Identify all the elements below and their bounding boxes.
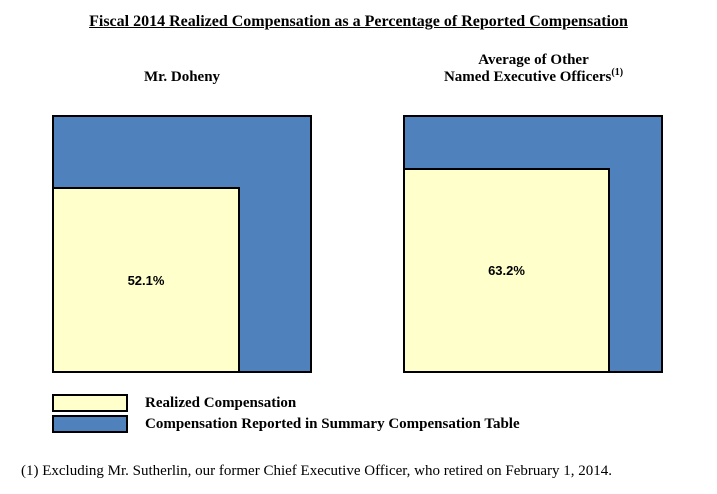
realized-square-doheny: 52.1% [52,187,240,373]
panel-header-neo-line-2: Named Executive Officers(1) [403,67,664,86]
legend-item-reported: Compensation Reported in Summary Compens… [52,415,520,433]
panel-header-doheny: Mr. Doheny [52,52,312,86]
legend-swatch-reported [52,415,128,433]
value-label-neo: 63.2% [488,263,525,278]
reported-square-doheny: 52.1% [52,115,312,373]
legend-label-reported: Compensation Reported in Summary Compens… [145,415,520,432]
panel-header-neo-line-2-text: Named Executive Officers [443,69,612,85]
legend-swatch-realized [52,394,128,412]
realized-square-neo: 63.2% [403,168,610,373]
reported-square-neo: 63.2% [403,115,663,373]
chart-title: Fiscal 2014 Realized Compensation as a P… [89,13,628,30]
value-label-doheny: 52.1% [127,272,165,288]
panel-header-neo-line-1: Average of Other [478,52,589,68]
footnote: (1) Excluding Mr. Sutherlin, our former … [21,463,613,479]
panel-header-neo: Average of Other Named Executive Officer… [403,52,664,86]
legend: Realized Compensation Compensation Repor… [52,394,520,436]
panel-header-doheny-label: Mr. Doheny [143,69,221,85]
legend-item-realized: Realized Compensation [52,394,520,412]
legend-label-realized: Realized Compensation [145,394,297,411]
footnote-ref-superscript: (1) [611,67,624,78]
